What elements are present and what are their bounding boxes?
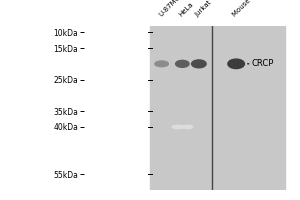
Ellipse shape	[182, 125, 193, 128]
Ellipse shape	[176, 60, 189, 67]
Ellipse shape	[192, 60, 206, 68]
Text: CRCP: CRCP	[248, 59, 274, 68]
Text: HeLa: HeLa	[178, 1, 195, 18]
Text: Jurkat: Jurkat	[195, 0, 213, 18]
Text: Mouse testis: Mouse testis	[232, 0, 267, 18]
Ellipse shape	[155, 61, 168, 67]
Text: U-87MG: U-87MG	[158, 0, 182, 18]
Ellipse shape	[172, 125, 184, 128]
Ellipse shape	[228, 59, 244, 69]
Bar	[150, 26, 285, 190]
